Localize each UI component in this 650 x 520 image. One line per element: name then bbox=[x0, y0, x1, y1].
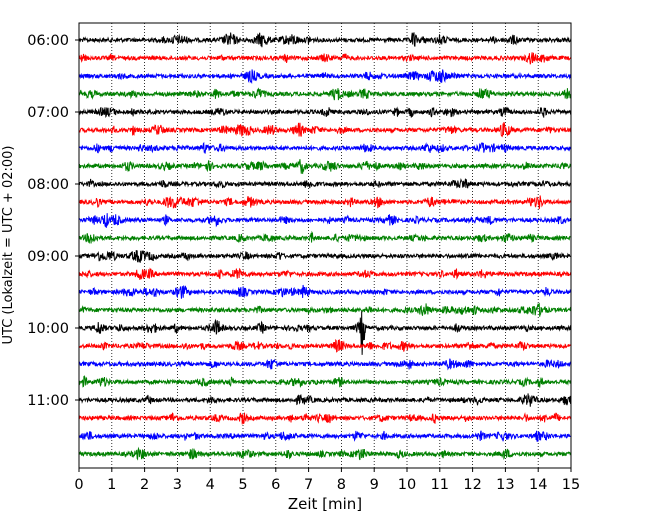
trace-group bbox=[78, 32, 572, 461]
seismic-trace bbox=[78, 195, 572, 210]
x-axis: 0 1 2 3 4 5 6 7 8 9 10 11 12 13 14 15 bbox=[74, 468, 580, 493]
y-tick-label: 06:00 bbox=[27, 33, 69, 49]
seismic-trace bbox=[78, 284, 572, 299]
x-tick-label: 3 bbox=[173, 477, 182, 493]
x-tick-label: 8 bbox=[337, 477, 346, 493]
seismic-trace bbox=[78, 52, 572, 65]
x-tick-label: 4 bbox=[206, 477, 215, 493]
x-tick-label: 15 bbox=[562, 477, 580, 493]
seismic-trace bbox=[78, 338, 572, 353]
seismic-trace bbox=[78, 159, 572, 174]
y-tick-label: 09:00 bbox=[27, 249, 69, 265]
seismic-trace bbox=[78, 446, 572, 461]
seismic-trace bbox=[78, 412, 572, 425]
x-tick-label: 10 bbox=[398, 477, 416, 493]
x-tick-label: 7 bbox=[304, 477, 313, 493]
y-tick-label: 08:00 bbox=[27, 177, 69, 193]
seismic-trace bbox=[78, 302, 572, 317]
y-tick-label: 07:00 bbox=[27, 105, 69, 121]
seismic-trace bbox=[78, 250, 572, 263]
seismic-trace bbox=[78, 267, 572, 280]
seismic-trace bbox=[78, 87, 572, 101]
x-tick-label: 11 bbox=[431, 477, 449, 493]
plot-frame bbox=[78, 22, 572, 469]
seismic-trace bbox=[78, 141, 572, 154]
x-tick-label: 2 bbox=[140, 477, 149, 493]
x-tick-label: 14 bbox=[529, 477, 547, 493]
seismic-trace bbox=[78, 69, 572, 85]
seismic-trace bbox=[78, 230, 572, 244]
y-axis: 06:00 07:00 08:00 09:00 10:00 11:00 bbox=[27, 33, 79, 409]
x-tick-label: 13 bbox=[496, 477, 514, 493]
seismic-trace bbox=[78, 430, 572, 442]
seismic-trace bbox=[78, 32, 572, 48]
grid-lines bbox=[111, 23, 539, 468]
seismic-trace bbox=[78, 213, 572, 228]
seismic-trace bbox=[78, 311, 572, 355]
x-tick-label: 6 bbox=[271, 477, 280, 493]
x-axis-label: Zeit [min] bbox=[288, 495, 362, 513]
x-tick-label: 0 bbox=[74, 477, 83, 493]
seismic-trace bbox=[78, 358, 572, 371]
y-tick-label: 11:00 bbox=[27, 393, 69, 409]
x-tick-label: 9 bbox=[370, 477, 379, 493]
seismic-trace bbox=[78, 178, 572, 189]
x-tick-label: 5 bbox=[238, 477, 247, 493]
seismic-trace bbox=[78, 375, 572, 388]
seismic-trace bbox=[78, 121, 572, 138]
x-tick-label: 1 bbox=[107, 477, 116, 493]
y-tick-label: 10:00 bbox=[27, 321, 69, 337]
x-tick-label: 12 bbox=[463, 477, 481, 493]
seismic-trace bbox=[78, 393, 572, 407]
y-axis-label: UTC (Lokalzeit = UTC + 02:00) bbox=[1, 146, 16, 345]
seismic-trace bbox=[78, 106, 572, 119]
